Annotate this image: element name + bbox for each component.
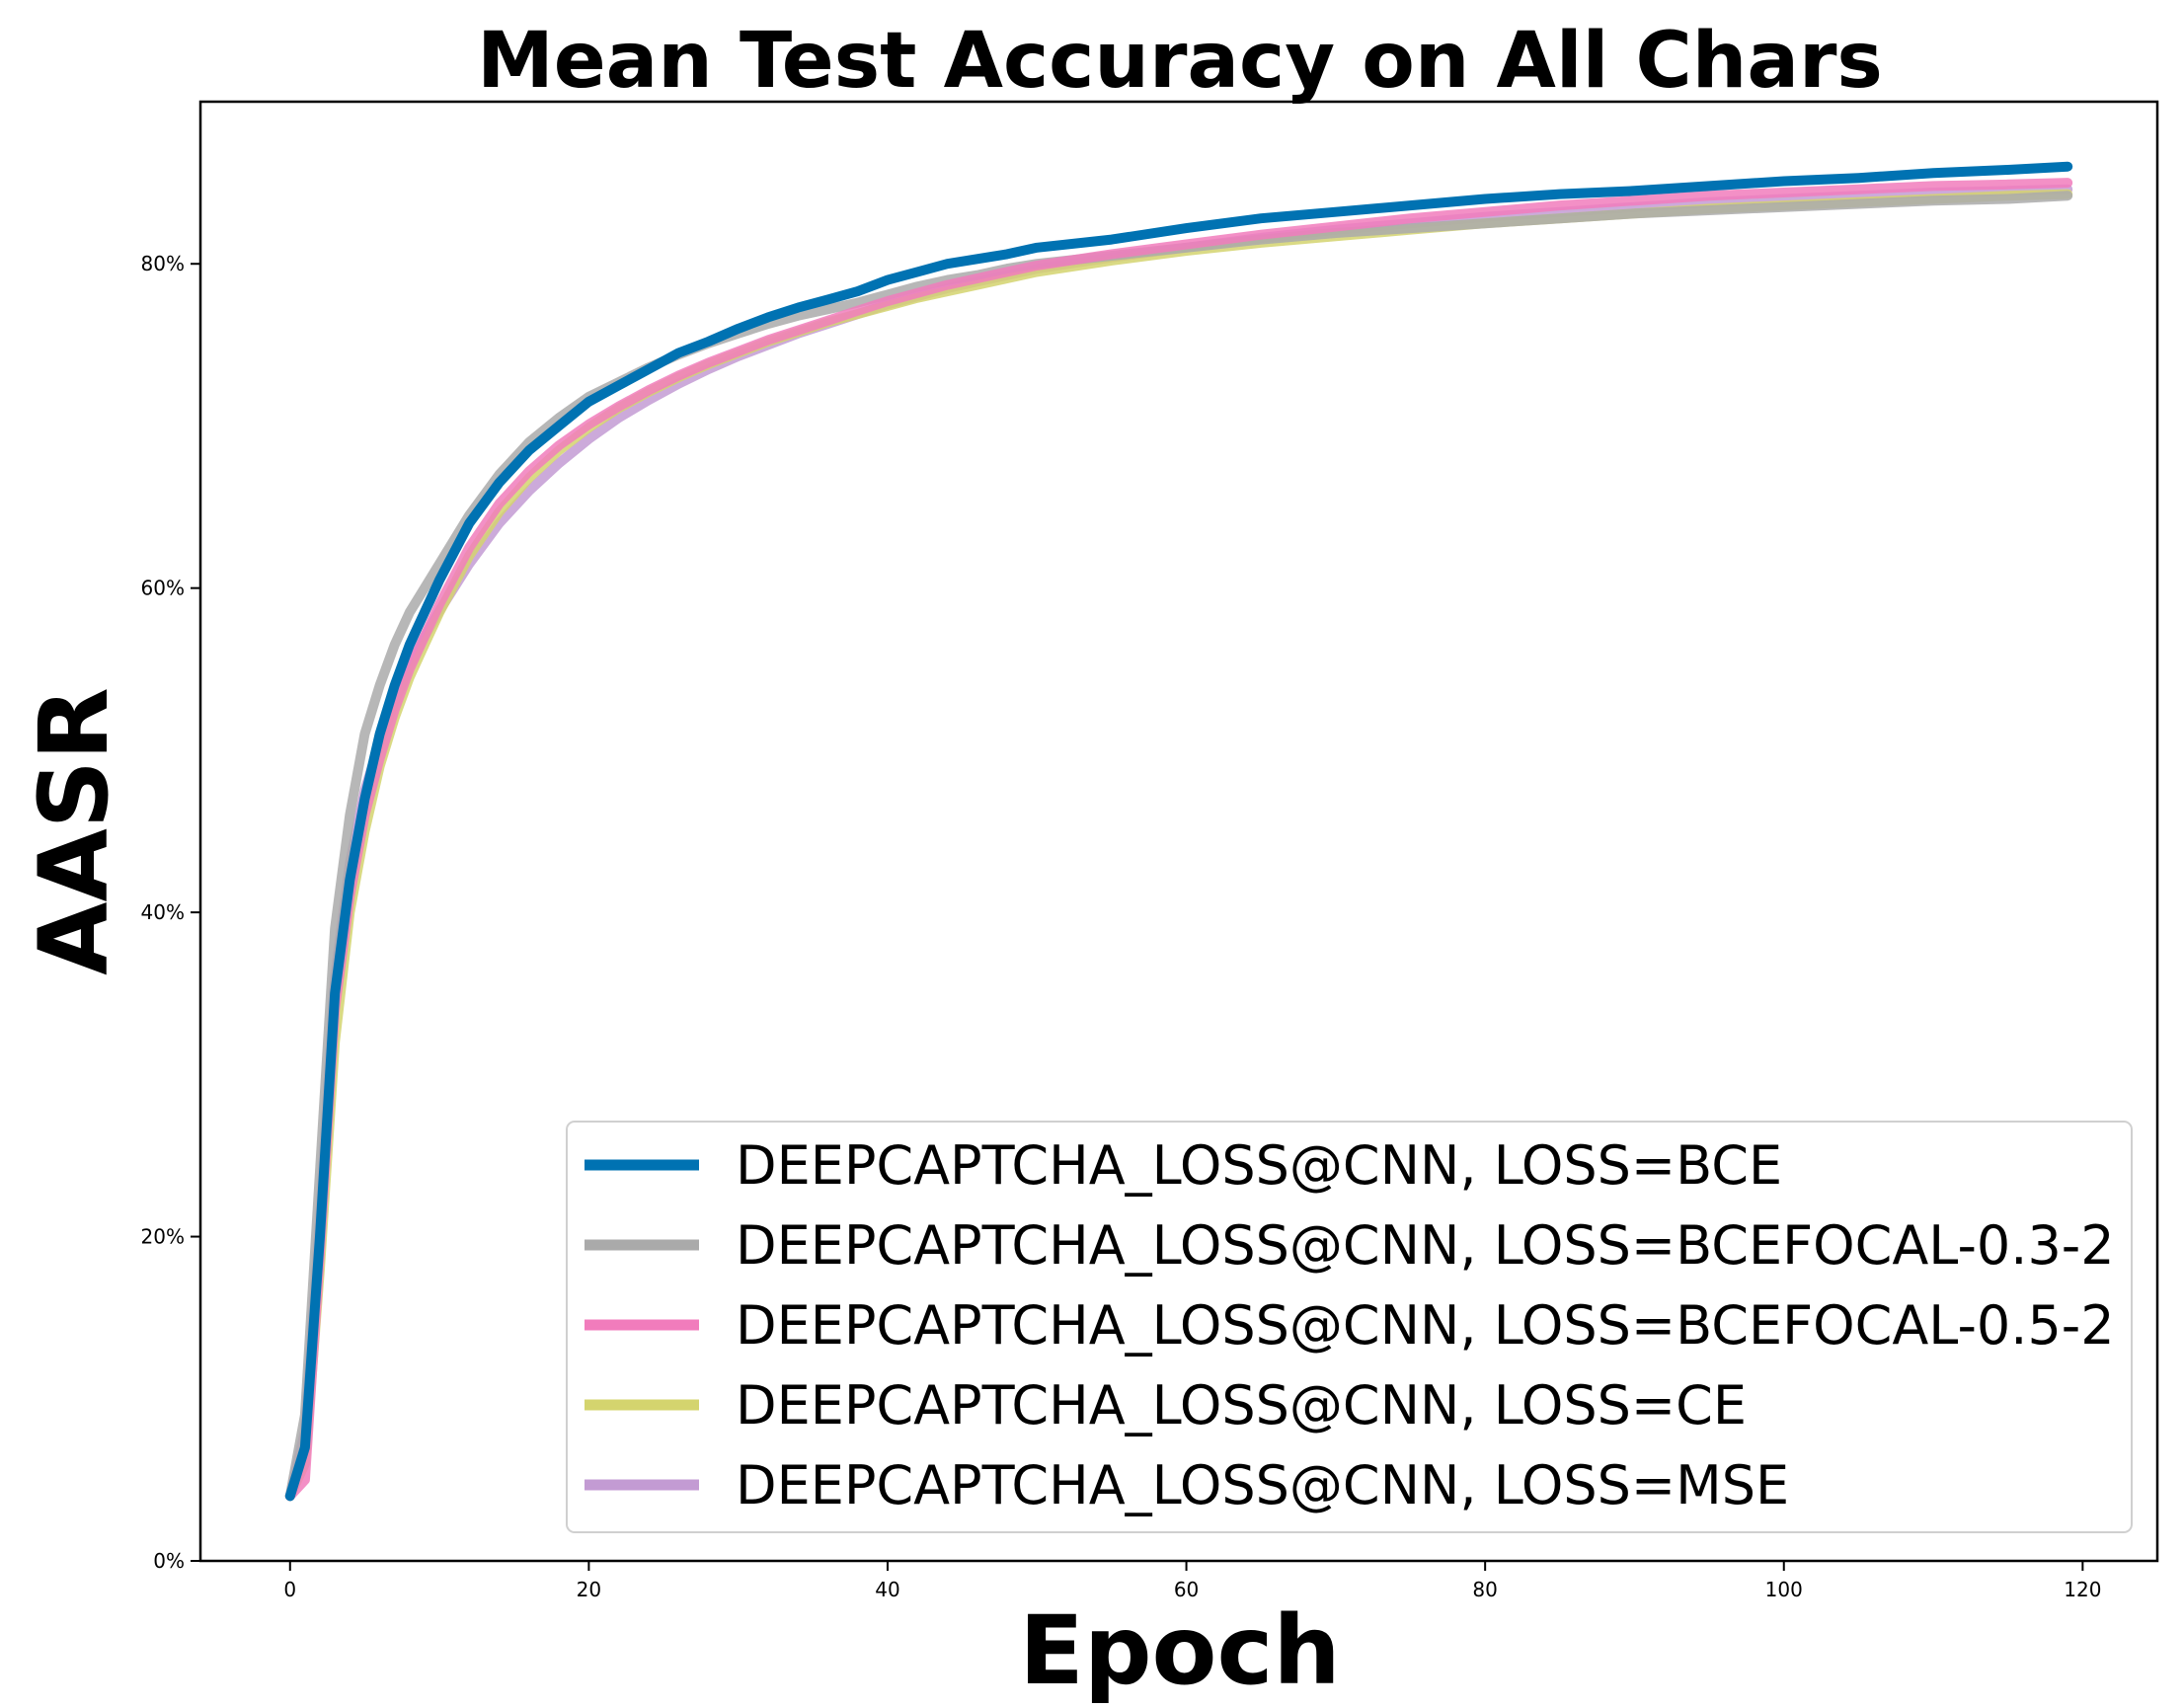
x-axis-ticks: 0 20 40 60 80 100 120 — [283, 1561, 2101, 1601]
x-tick-label: 120 — [2064, 1578, 2101, 1601]
legend-label-mse: DEEPCAPTCHA_LOSS@CNN, LOSS=MSE — [736, 1454, 1789, 1516]
legend: DEEPCAPTCHA_LOSS@CNN, LOSS=BCE DEEPCAPTCH… — [566, 1121, 2133, 1533]
legend-label-bcefocal-0-3-2: DEEPCAPTCHA_LOSS@CNN, LOSS=BCEFOCAL-0.3-… — [736, 1214, 2115, 1277]
x-tick-label: 80 — [1472, 1578, 1497, 1601]
legend-label-bce: DEEPCAPTCHA_LOSS@CNN, LOSS=BCE — [736, 1134, 1782, 1197]
y-tick-label: 40% — [141, 900, 185, 924]
x-tick-label: 0 — [283, 1578, 296, 1601]
legend-label-ce: DEEPCAPTCHA_LOSS@CNN, LOSS=CE — [736, 1374, 1747, 1436]
chart-title: Mean Test Accuracy on All Chars — [477, 17, 1883, 106]
x-tick-label: 40 — [875, 1578, 899, 1601]
y-tick-label: 20% — [141, 1225, 185, 1249]
legend-label-bcefocal-0-5-2: DEEPCAPTCHA_LOSS@CNN, LOSS=BCEFOCAL-0.5-… — [736, 1294, 2115, 1357]
plot-area-frame — [198, 100, 2159, 1563]
series-line-bce — [284, 161, 2073, 1502]
series-lines — [284, 161, 2073, 1502]
y-axis-label: AASR — [19, 687, 129, 975]
x-tick-label: 100 — [1765, 1578, 1803, 1601]
x-axis-label: Epoch — [1019, 1595, 1341, 1706]
y-axis-ticks: 0% 20% 40% 60% 80% — [141, 252, 200, 1573]
x-tick-label: 20 — [577, 1578, 601, 1601]
series-line-bcefocal-0-3-2 — [284, 191, 2073, 1502]
y-tick-label: 80% — [141, 252, 185, 275]
legend-box — [566, 1121, 2133, 1533]
series-line-bcefocal-0-5-2 — [284, 178, 2073, 1502]
y-tick-label: 0% — [153, 1549, 185, 1573]
y-tick-label: 60% — [141, 577, 185, 600]
x-tick-label: 60 — [1174, 1578, 1199, 1601]
